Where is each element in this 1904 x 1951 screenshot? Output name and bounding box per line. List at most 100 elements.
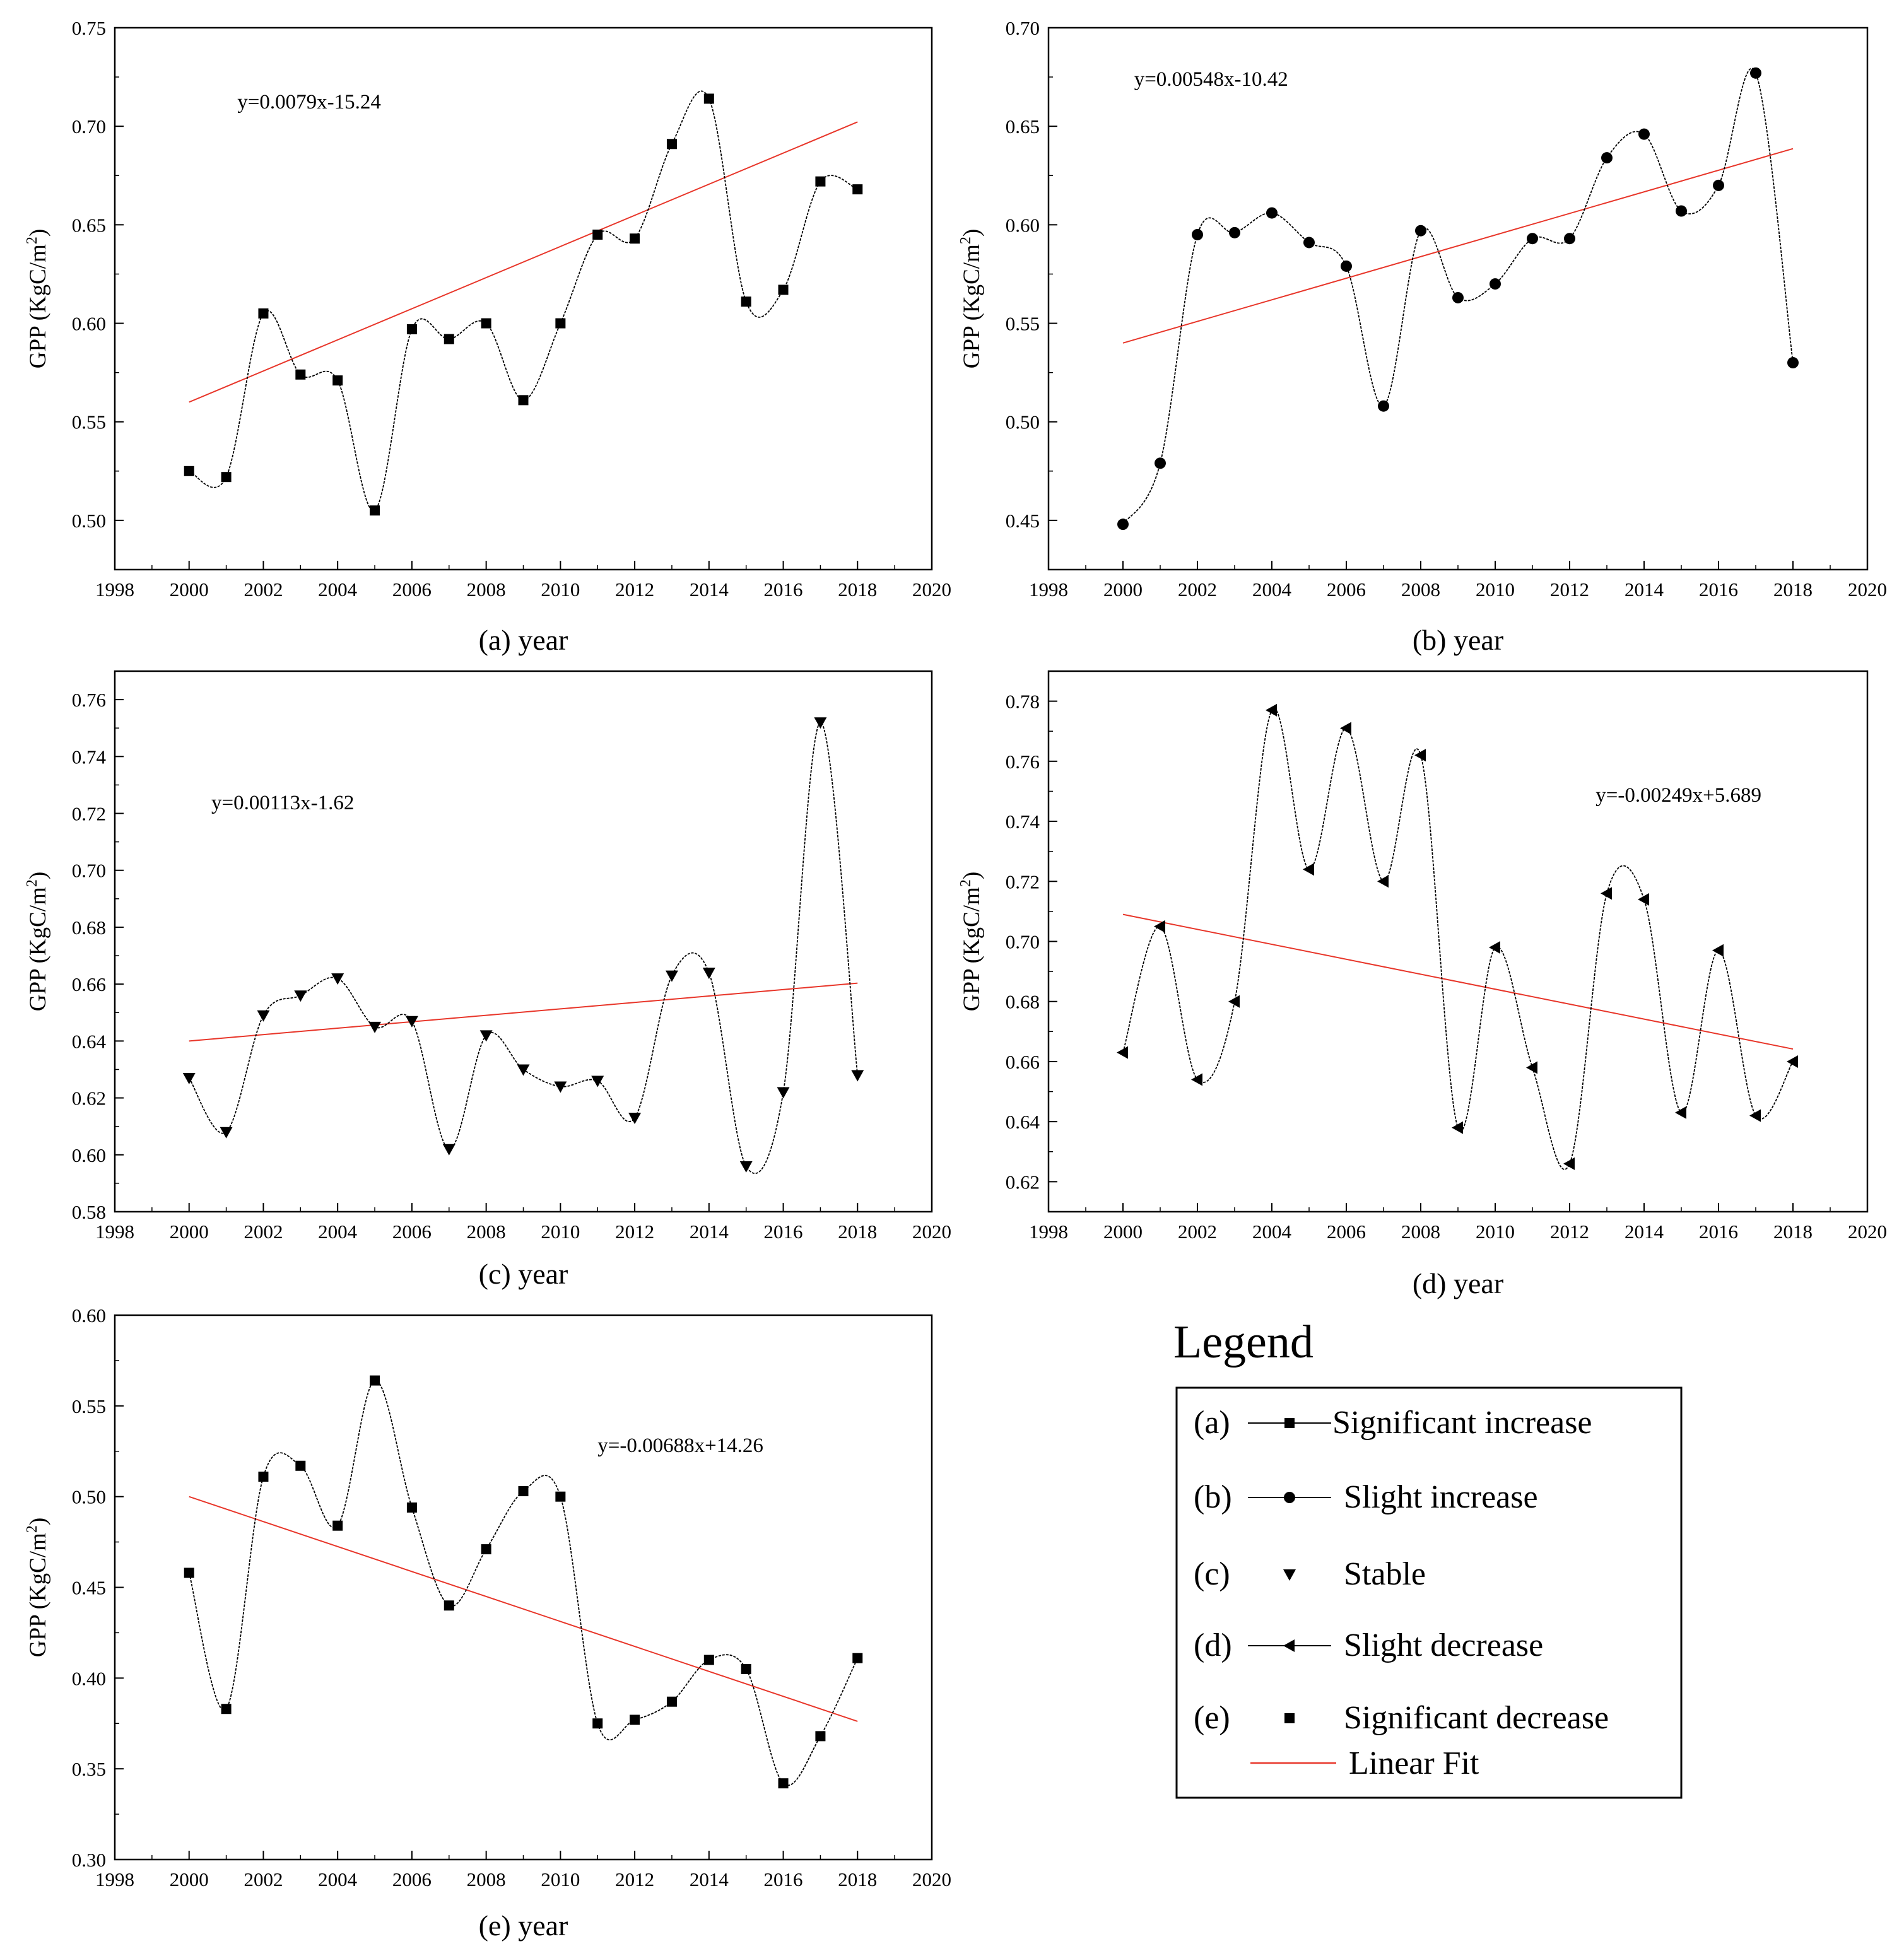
x-tick-label: 2018 [838, 578, 877, 601]
plot-frame [114, 670, 933, 1213]
y-axis-title-sup: 2 [958, 237, 974, 244]
linear-fit-line [189, 121, 858, 403]
data-point [592, 1718, 603, 1729]
x-axis-caption: (c) year [479, 1258, 568, 1290]
x-tick-label: 1998 [95, 1221, 134, 1243]
y-tick-label: 0.60 [72, 1144, 106, 1166]
legend-item: (b) Slight increase [1194, 1479, 1538, 1515]
data-point [1266, 703, 1277, 717]
data-point [1490, 278, 1501, 290]
data-point [1564, 233, 1575, 245]
data-point [479, 1030, 493, 1042]
y-tick-label: 0.30 [72, 1849, 106, 1871]
x-tick-label: 2012 [615, 1868, 654, 1890]
data-point [1303, 237, 1315, 249]
linear-fit-line [189, 982, 858, 1042]
data-point [184, 1567, 194, 1578]
data-point [815, 1731, 826, 1742]
data-point [1638, 893, 1649, 906]
legend-fit-label: Linear Fit [1349, 1745, 1479, 1781]
legend-marker-sample [1284, 1492, 1295, 1503]
data-point [852, 1653, 863, 1663]
data-point [1117, 1046, 1128, 1059]
data-point [741, 1663, 751, 1674]
y-tick-label: 0.74 [72, 746, 107, 768]
x-tick-label: 2018 [1773, 578, 1813, 601]
data-point [1378, 400, 1389, 412]
legend-label: Slight decrease [1344, 1627, 1543, 1663]
x-tick-label: 2014 [690, 1221, 729, 1243]
x-tick-label: 2016 [764, 1868, 803, 1890]
y-tick-label: 0.58 [72, 1201, 106, 1223]
legend-item: (e) Significant decrease [1194, 1700, 1609, 1736]
x-tick-label: 2002 [244, 1868, 283, 1890]
data-point [703, 1655, 714, 1665]
y-tick-label: 0.68 [1006, 991, 1040, 1013]
data-point [703, 93, 714, 104]
y-tick-label: 0.60 [72, 313, 106, 335]
legend-label: Significant increase [1332, 1405, 1592, 1441]
y-axis-title: GPP (KgC/m2) [958, 229, 985, 368]
x-tick-label: 2016 [764, 1221, 803, 1243]
data-point [741, 296, 751, 307]
y-tick-label: 0.62 [72, 1087, 106, 1110]
x-tick-label: 2008 [1401, 578, 1440, 601]
data-point [442, 1144, 455, 1156]
fit-equation: y=0.00548x-10.42 [1134, 68, 1288, 91]
x-tick-label: 2012 [1550, 578, 1589, 601]
data-point [1228, 995, 1240, 1008]
x-tick-label: 2010 [541, 1868, 580, 1890]
x-tick-label: 2018 [1773, 1221, 1813, 1243]
legend: Legend (a) Significant increase (b) Slight i… [1173, 1316, 1683, 1799]
data-point [182, 1073, 196, 1085]
y-tick-label: 0.74 [1006, 811, 1040, 833]
data-point [1340, 722, 1351, 735]
data-point [1191, 1073, 1202, 1086]
fit-equation: y=0.00113x-1.62 [211, 792, 354, 814]
data-point [1154, 920, 1165, 933]
x-tick-label: 2000 [170, 1868, 209, 1890]
x-tick-label: 2010 [541, 1221, 580, 1243]
y-axis-title: GPP (KgC/m2) [958, 872, 985, 1011]
data-point [332, 1520, 343, 1531]
x-tick-label: 2010 [1476, 1221, 1515, 1243]
data-point [518, 1486, 529, 1497]
x-tick-label: 2018 [838, 1221, 877, 1243]
y-axis-title-sup: 2 [24, 237, 40, 244]
x-tick-label: 2012 [615, 578, 654, 601]
data-point [258, 308, 269, 319]
y-axis-title-sup: 2 [958, 879, 974, 887]
y-axis-title-close: ) [25, 1518, 51, 1525]
y-tick-label: 0.68 [72, 917, 106, 939]
y-tick-label: 0.60 [1006, 214, 1040, 236]
legend-label: Significant decrease [1344, 1700, 1609, 1736]
chart-panel-b: 1998 2000 2002 2004 2006 2008 2010 2012 2014 2016… [958, 17, 1887, 656]
legend-label: Stable [1344, 1556, 1426, 1592]
y-axis-title-sup: 2 [24, 1525, 40, 1533]
data-point [1749, 1109, 1761, 1122]
y-axis-title-close: ) [959, 229, 985, 237]
y-axis-title-text: GPP (KgC/m [25, 1533, 51, 1657]
x-tick-label: 2020 [1848, 578, 1887, 601]
data-point [1563, 1157, 1575, 1170]
x-tick-label: 2004 [318, 578, 358, 601]
data-point [1526, 1061, 1537, 1074]
data-point [295, 1460, 306, 1471]
data-point [778, 1778, 789, 1789]
x-tick-label: 2002 [244, 1221, 283, 1243]
x-axis-caption: (e) year [479, 1909, 568, 1942]
legend-label: Slight increase [1344, 1479, 1538, 1515]
x-tick-label: 2004 [318, 1868, 358, 1890]
x-tick-label: 2014 [690, 1868, 729, 1890]
x-tick-label: 2020 [912, 578, 951, 601]
legend-letter: (c) [1194, 1556, 1230, 1592]
x-tick-label: 2010 [541, 578, 580, 601]
data-point [1489, 941, 1500, 954]
series-line [1122, 708, 1794, 1170]
y-axis-title-sup: 2 [24, 879, 40, 887]
data-point [1638, 128, 1650, 140]
data-point [1415, 225, 1426, 237]
linear-fit-line [1122, 148, 1794, 344]
data-point [554, 1081, 567, 1093]
data-point [852, 184, 863, 195]
